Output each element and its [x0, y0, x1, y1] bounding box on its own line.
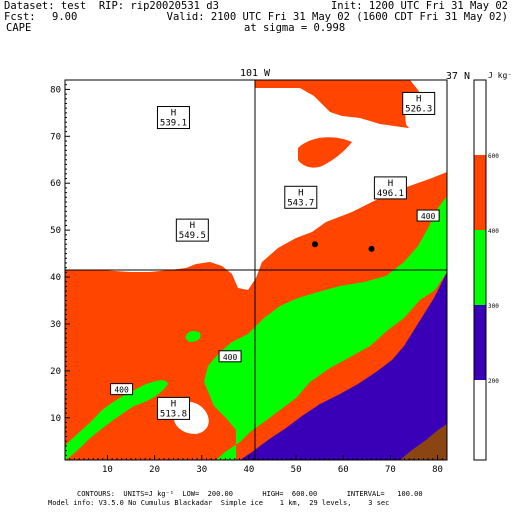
top-center-label: 101 W [240, 68, 271, 79]
high-value: 496.1 [377, 189, 404, 199]
high-value: 526.3 [405, 104, 432, 114]
fill-region-above-600 [65, 80, 447, 290]
fill-region-below-200 [400, 424, 447, 460]
x-tick-label: 40 [244, 465, 255, 475]
high-label-box [175, 218, 209, 242]
high-letter: H [388, 179, 393, 189]
y-tick-label: 20 [50, 367, 61, 377]
colorbar-bin-300-400 [474, 230, 486, 305]
fill-region-300-400 [185, 331, 201, 342]
point-marker [368, 245, 375, 252]
high-letter: H [416, 94, 421, 104]
plot-frame [64, 79, 448, 461]
colorbar: J kg⁻¹ 600 400 300 200 [473, 71, 512, 461]
y-tick-label: 10 [50, 414, 61, 424]
colorbar-label: 200 [488, 378, 499, 385]
contour-label: 400 [421, 212, 436, 221]
x-tick-label: 60 [338, 465, 349, 475]
x-tick-label: 70 [385, 465, 396, 475]
model-info: Model info: V3.5.0 No Cumulus Blackadar … [48, 499, 390, 507]
contour-labels: 400 400 400 [110, 209, 440, 396]
colorbar-bin-200-300 [474, 305, 486, 380]
high-letter: H [171, 109, 176, 119]
colorbar-label: 400 [488, 228, 499, 235]
high-letter: H [298, 188, 303, 198]
contour-label-box [416, 209, 440, 222]
contour-info: CONTOURS: UNITS=J kg⁻¹ LOW= 200.00 HIGH=… [77, 490, 423, 498]
x-tick-label: 30 [196, 465, 207, 475]
x-tick-label: 10 [102, 465, 113, 475]
high-label-box [156, 396, 190, 420]
fill-region-300-400 [65, 380, 168, 460]
valid-time: Valid: 2100 UTC Fri 31 May 02 (1600 CDT … [166, 11, 508, 23]
y-tick-label: 70 [50, 132, 61, 142]
high-value: 539.1 [160, 119, 187, 129]
colorbar-frame [473, 79, 487, 461]
point-marker [311, 241, 318, 248]
high-value: 549.5 [179, 231, 206, 241]
high-label-box [402, 91, 436, 115]
high-label-box [284, 185, 318, 209]
colorbar-bin-below-200 [474, 380, 486, 460]
fill-region-300-400 [204, 196, 447, 460]
y-tick-label: 50 [50, 226, 61, 236]
init-time: Init: 1200 UTC Fri 31 May 02 [330, 0, 508, 12]
colorbar-label: 600 [488, 153, 499, 160]
point-markers [311, 241, 375, 252]
y-tick-label: 80 [50, 85, 61, 95]
contour-label-box [110, 383, 134, 396]
sigma-level: at sigma = 0.998 [244, 22, 346, 34]
high-letter: H [171, 399, 176, 409]
colorbar-bin-400-600 [474, 155, 486, 230]
contour-label: 400 [223, 353, 238, 362]
field-name: CAPE [6, 22, 32, 34]
forecast-hour: 9.00 [52, 11, 78, 23]
forecast-label: Fcst: [4, 11, 36, 23]
high-value: 513.8 [160, 409, 187, 419]
x-tick-label: 50 [291, 465, 302, 475]
fill-region-400-600 [298, 137, 352, 168]
x-tick-label: 80 [432, 465, 443, 475]
x-tick-label: 20 [149, 465, 160, 475]
y-tick-label: 30 [50, 320, 61, 330]
colorbar-bin-above-600 [474, 80, 486, 155]
colorbar-label: 300 [488, 303, 499, 310]
fill-region-200-300 [240, 272, 447, 460]
high-letter: H [190, 221, 195, 231]
high-label-box [373, 176, 407, 200]
top-right-label: 37 N [446, 71, 470, 82]
y-tick-label: 60 [50, 179, 61, 189]
dataset-label: Dataset: test RIP: rip20020531 d3 [4, 0, 219, 12]
axis-ticks: 10 20 30 40 50 60 70 80 10 20 30 40 50 60 70 80 [50, 79, 448, 475]
high-label-box [156, 106, 190, 130]
contour-label-box [218, 350, 242, 363]
y-tick-label: 40 [50, 273, 61, 283]
high-value: 543.7 [287, 198, 314, 208]
colorbar-unit: J kg⁻¹ [488, 71, 512, 80]
contour-label: 400 [114, 386, 129, 395]
